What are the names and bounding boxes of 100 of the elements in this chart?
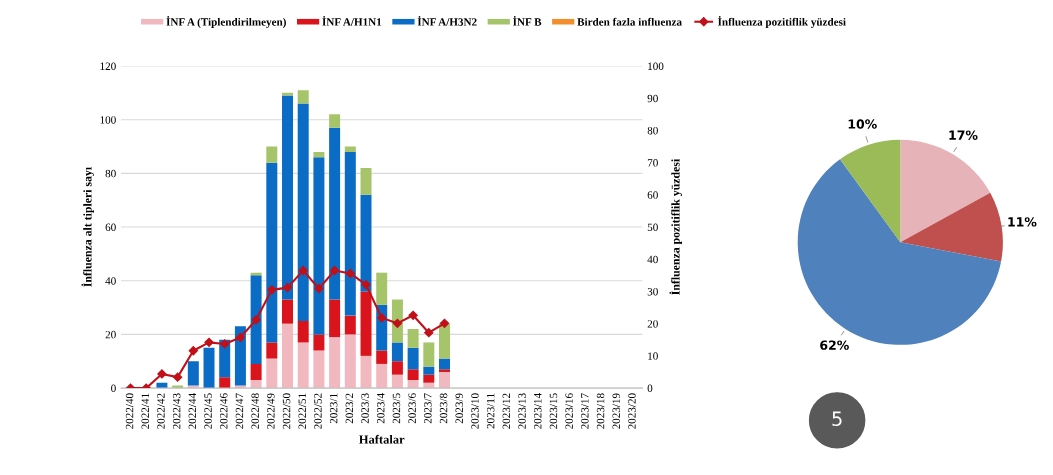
point — [235, 332, 246, 343]
bar — [313, 334, 325, 351]
y-tick-label: 120 — [100, 62, 116, 70]
bar — [187, 361, 199, 386]
bar — [360, 194, 372, 292]
bar — [313, 151, 325, 158]
x-tick-label: 2023/3 — [361, 393, 369, 424]
bar — [234, 326, 246, 386]
point — [377, 313, 387, 323]
data-label: 62% — [820, 340, 849, 350]
bar — [407, 347, 419, 370]
bar — [297, 90, 309, 104]
x-tick-label: 2022/50 — [282, 393, 291, 429]
data-label: 17% — [949, 130, 978, 140]
pie-slice — [900, 139, 991, 243]
bar — [344, 151, 356, 316]
bar — [439, 323, 451, 359]
y-axis-title: İnfluenza alt tipleri sayı — [81, 167, 95, 287]
bar — [360, 355, 372, 389]
bar — [266, 358, 278, 389]
data-label: 10% — [848, 119, 877, 129]
legend-label: İNF B — [513, 16, 542, 26]
x-tick-label: 2023/13 — [518, 393, 526, 429]
point — [220, 339, 230, 349]
bar — [344, 334, 356, 389]
bar — [376, 272, 388, 305]
bar — [282, 323, 294, 389]
x-tick-label: 2022/47 — [235, 393, 244, 429]
y2-tick-label: 100 — [648, 62, 664, 70]
bar — [329, 114, 341, 128]
point — [267, 285, 277, 295]
legend-label: İNF A (Tiplendirilmeyen) — [166, 16, 286, 28]
y2-axis-title: İnfluenza pozitiflik yüzdesi — [669, 159, 683, 295]
x-tick-label: 2023/20 — [628, 393, 636, 429]
x-tick-label: 2023/14 — [533, 393, 542, 429]
point — [188, 346, 198, 356]
pie-slice — [900, 192, 1003, 262]
x-axis-title: Haftalar — [359, 434, 405, 444]
legend-label: İNF A/H1N1 — [322, 16, 382, 26]
bar — [250, 275, 262, 364]
bar — [376, 363, 388, 389]
bar — [282, 92, 294, 96]
legend-label: Birden fazla influenza — [577, 17, 682, 26]
bar — [344, 146, 356, 152]
point — [408, 310, 418, 320]
bar — [423, 374, 435, 383]
point — [157, 369, 167, 379]
x-tick-label: 2023/4 — [377, 393, 385, 424]
x-tick-label: 2023/18 — [596, 393, 605, 429]
x-tick-label: 2023/5 — [392, 393, 401, 424]
bar — [266, 146, 278, 163]
x-tick-label: 2022/41 — [141, 393, 149, 429]
y2-tick-label: 40 — [647, 255, 658, 264]
y2-tick-label: 10 — [648, 352, 658, 360]
bar — [297, 342, 309, 389]
y2-tick-label: 0 — [647, 384, 653, 393]
x-tick-label: 2022/40 — [125, 393, 134, 429]
bar — [439, 358, 451, 370]
bar — [407, 369, 419, 381]
point — [439, 318, 450, 328]
x-tick-label: 2022/46 — [220, 393, 228, 429]
y-tick-label: 20 — [105, 330, 116, 339]
point — [345, 268, 355, 279]
x-tick-label: 2023/15 — [549, 393, 558, 429]
point — [298, 265, 308, 276]
bar — [313, 350, 325, 389]
x-tick-label: 2022/51 — [298, 393, 306, 429]
bar — [439, 371, 451, 389]
bar — [329, 299, 341, 338]
bar — [250, 363, 262, 381]
x-tick-label: 2022/45 — [204, 393, 212, 429]
y-tick-label: 100 — [100, 116, 116, 124]
point — [314, 283, 324, 294]
point — [329, 265, 340, 276]
bar — [407, 329, 419, 348]
text: 5 — [832, 411, 842, 427]
x-tick-label: 2023/9 — [455, 393, 463, 424]
bar — [391, 374, 403, 389]
x-tick-label: 2023/11 — [486, 393, 495, 429]
x-tick-label: 2023/6 — [408, 393, 416, 424]
bar — [282, 95, 294, 300]
x-tick-label: 2023/1 — [329, 393, 338, 424]
x-tick-label: 2023/10 — [471, 393, 479, 429]
bar — [376, 350, 388, 364]
x-tick-label: 2023/2 — [345, 393, 354, 424]
x-tick-label: 2022/48 — [251, 393, 259, 429]
bar — [282, 299, 294, 324]
bar — [423, 366, 435, 375]
data-label: 11% — [1008, 217, 1037, 227]
y2-tick-label: 30 — [647, 287, 658, 296]
x-tick-label: 2023/17 — [581, 393, 589, 429]
x-tick-label: 2023/19 — [612, 393, 620, 429]
x-tick-label: 2022/52 — [314, 393, 322, 429]
y-tick-label: 40 — [105, 277, 116, 285]
point — [424, 328, 434, 338]
x-tick-label: 2022/43 — [172, 393, 181, 429]
y-tick-label: 0 — [111, 384, 116, 393]
bar — [313, 157, 325, 335]
bar — [329, 337, 341, 389]
x-tick-label: 2023/12 — [502, 393, 511, 429]
